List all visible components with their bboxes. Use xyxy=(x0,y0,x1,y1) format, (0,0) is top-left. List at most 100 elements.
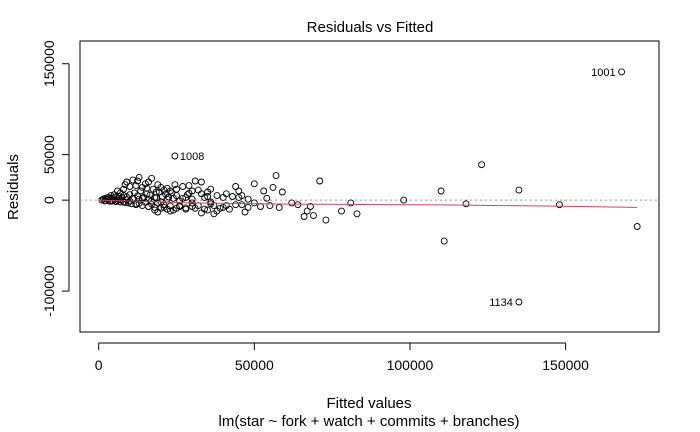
residual-point xyxy=(235,187,243,195)
residual-point xyxy=(182,205,190,213)
residual-point xyxy=(213,192,221,200)
residual-point xyxy=(207,185,215,193)
chart-title: Residuals vs Fitted xyxy=(307,19,434,36)
y-tick-label: -100000 xyxy=(41,265,57,317)
residual-point xyxy=(152,188,160,196)
axes: 0 50000 100000 150000 -100000 0 50000 150000 xyxy=(41,40,589,373)
x-tick-label: 150000 xyxy=(542,357,589,373)
residual-point xyxy=(310,212,317,220)
residual-point xyxy=(238,201,246,209)
residual-point xyxy=(515,186,523,194)
y-tick-label: 150000 xyxy=(41,40,57,87)
residual-point xyxy=(241,208,249,216)
x-axis-label: Fitted values xyxy=(326,395,411,412)
residual-point xyxy=(137,187,145,195)
x-tick-label: 100000 xyxy=(387,357,434,373)
residual-point xyxy=(294,201,302,209)
residual-point xyxy=(160,203,168,211)
residual-point xyxy=(135,173,143,181)
residual-point xyxy=(176,197,184,205)
residual-point xyxy=(204,193,212,200)
residual-point xyxy=(117,189,124,197)
residual-point xyxy=(244,195,252,203)
residual-point xyxy=(154,199,162,207)
residual-point xyxy=(437,187,445,195)
residual-point xyxy=(238,192,246,200)
residual-point xyxy=(306,203,314,210)
residual-point xyxy=(353,210,361,218)
y-tick-label: 0 xyxy=(41,196,57,204)
residual-point xyxy=(250,199,258,207)
residual-point xyxy=(244,203,252,211)
outlier-point xyxy=(171,152,179,160)
residual-point xyxy=(166,207,174,215)
outlier-label: 1001 xyxy=(591,67,615,79)
residual-point xyxy=(555,201,563,209)
residual-point xyxy=(110,191,118,199)
residual-point xyxy=(185,182,193,190)
residual-point xyxy=(188,195,196,203)
outlier-point xyxy=(618,68,626,76)
residual-point xyxy=(207,198,215,206)
residual-point xyxy=(132,182,140,190)
y-axis-label: Residuals xyxy=(5,154,22,220)
residual-point xyxy=(143,184,151,192)
residual-point xyxy=(129,195,137,203)
residual-point xyxy=(204,206,212,214)
residual-point xyxy=(303,207,311,215)
residual-point xyxy=(260,187,268,195)
outlier-label: 1134 xyxy=(489,297,513,309)
residual-point xyxy=(169,194,177,202)
residual-point xyxy=(191,204,199,212)
residual-point xyxy=(257,203,264,210)
residual-point xyxy=(197,178,205,186)
residual-point xyxy=(462,200,470,208)
residual-point xyxy=(99,195,107,203)
residual-point xyxy=(194,186,202,194)
residual-point xyxy=(232,201,240,209)
x-tick-label: 50000 xyxy=(235,357,274,373)
residual-point xyxy=(124,199,132,207)
residual-point xyxy=(229,193,236,200)
outlier-label: 1008 xyxy=(180,151,204,163)
residual-point xyxy=(120,198,128,206)
residual-point xyxy=(222,202,230,210)
residual-point xyxy=(171,181,179,189)
residual-point xyxy=(148,174,156,182)
model-formula-caption: lm(star ~ fork + watch + commits + branc… xyxy=(219,413,520,430)
residual-point xyxy=(201,193,208,201)
residual-point xyxy=(263,194,271,202)
residual-point xyxy=(440,237,448,245)
residual-point xyxy=(134,177,142,185)
residual-point xyxy=(197,209,205,217)
residual-point xyxy=(316,177,324,185)
residual-point xyxy=(101,197,109,205)
smoother-line xyxy=(98,199,638,208)
residual-point xyxy=(183,191,191,199)
residual-point xyxy=(232,183,240,190)
residual-point xyxy=(216,204,224,212)
y-tick-label: 50000 xyxy=(41,135,57,174)
residual-point xyxy=(222,190,230,198)
residual-point xyxy=(269,183,277,191)
residual-point xyxy=(633,223,641,230)
residual-point xyxy=(347,199,355,207)
residual-point xyxy=(173,185,180,193)
x-tick-label: 0 xyxy=(95,357,103,373)
plot-frame xyxy=(79,40,660,333)
residual-point xyxy=(121,181,129,189)
plot-content: 1001 1008 1134 xyxy=(80,67,659,309)
residual-point xyxy=(272,172,280,180)
residual-point xyxy=(101,194,109,202)
residual-point xyxy=(400,196,408,204)
residual-point xyxy=(129,176,137,184)
residual-point xyxy=(278,188,286,196)
residual-point xyxy=(478,161,486,169)
residual-point xyxy=(266,202,274,210)
residual-point xyxy=(275,203,283,211)
residual-point xyxy=(154,208,162,216)
residual-point xyxy=(338,207,345,215)
residual-point xyxy=(117,198,124,206)
residual-point xyxy=(250,180,258,188)
